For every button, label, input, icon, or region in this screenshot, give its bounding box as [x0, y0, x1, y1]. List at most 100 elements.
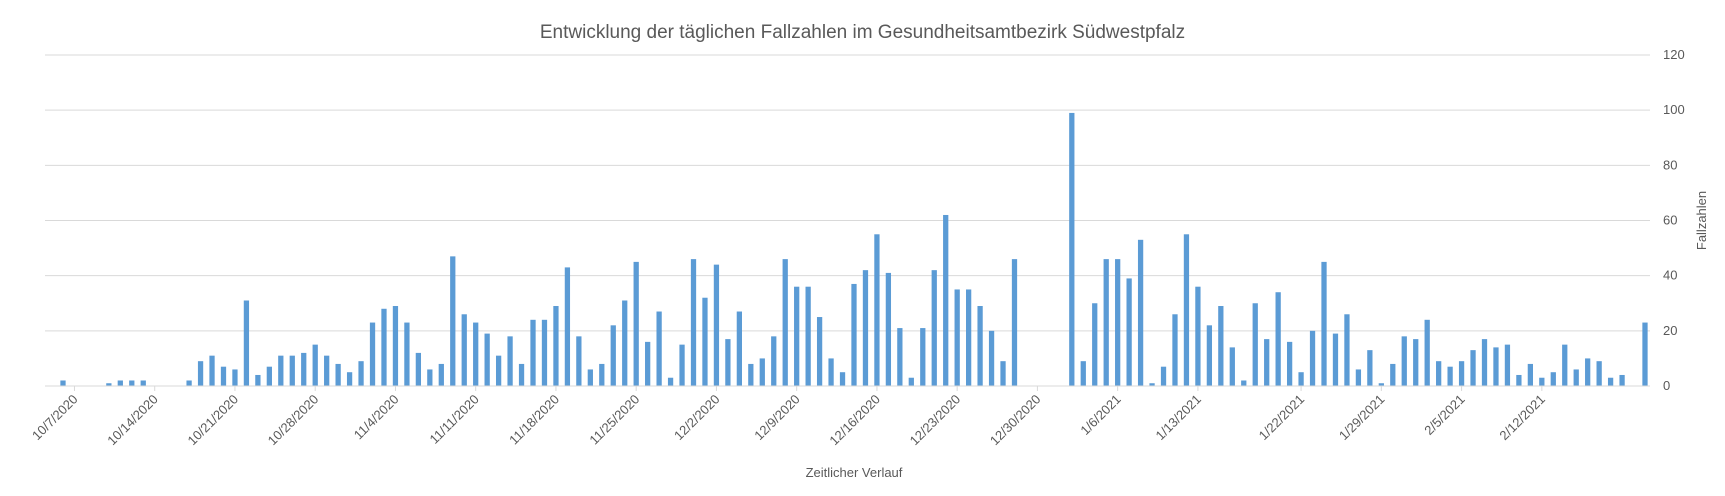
- bar: [404, 322, 410, 386]
- bar: [587, 369, 593, 386]
- bar: [255, 374, 261, 386]
- x-tick-label: 1/6/2021: [1077, 392, 1123, 438]
- bar: [576, 336, 582, 386]
- x-tick-label: 1/13/2021: [1153, 392, 1205, 444]
- bar: [874, 234, 880, 386]
- bar: [1413, 339, 1419, 386]
- bar: [1481, 339, 1488, 386]
- bar: [667, 377, 674, 386]
- bar: [495, 355, 502, 386]
- bar: [1596, 361, 1602, 386]
- bar: [1470, 350, 1476, 386]
- bar: [1585, 358, 1591, 386]
- bar: [278, 355, 284, 386]
- bar: [1241, 380, 1247, 386]
- x-tick-label: 11/18/2020: [506, 392, 562, 448]
- x-tick-label: 11/25/2020: [586, 392, 642, 448]
- x-tick-label: 10/28/2020: [265, 392, 322, 449]
- bar: [633, 261, 639, 387]
- bar: [908, 377, 914, 386]
- bar: [816, 317, 823, 386]
- bar: [324, 355, 330, 386]
- bar: [1092, 303, 1098, 386]
- x-tick-label: 2/5/2021: [1421, 392, 1467, 438]
- bar: [794, 286, 800, 386]
- bar: [392, 306, 399, 386]
- bar: [1321, 261, 1327, 387]
- bar: [736, 311, 742, 386]
- bar: [335, 363, 341, 386]
- bar: [610, 325, 616, 386]
- bar: [140, 380, 146, 386]
- bar: [473, 322, 479, 386]
- bar: [450, 256, 456, 386]
- bar: [748, 363, 754, 386]
- bar: [1183, 234, 1190, 386]
- x-tick-label: 12/30/2020: [987, 392, 1044, 449]
- bar: [1539, 377, 1545, 386]
- bar: [656, 311, 662, 386]
- bar: [312, 344, 318, 387]
- bar: [197, 361, 204, 386]
- bar: [438, 363, 444, 386]
- x-axis-title: Zeitlicher Verlauf: [806, 465, 903, 480]
- bar: [645, 341, 651, 386]
- bar: [1344, 314, 1350, 386]
- bar: [243, 300, 250, 386]
- bar: [346, 372, 353, 386]
- bar: [1378, 383, 1384, 386]
- bar: [1160, 366, 1167, 386]
- bar: [1493, 347, 1499, 386]
- bar: [1103, 259, 1109, 386]
- x-tick-label: 10/21/2020: [184, 392, 241, 449]
- bar: [1309, 330, 1316, 386]
- bar: [60, 380, 66, 386]
- bar: [1516, 374, 1522, 386]
- bar: [943, 214, 949, 386]
- chart-title: Entwicklung der täglichen Fallzahlen im …: [539, 22, 1186, 43]
- bar: [1401, 336, 1407, 386]
- bar: [897, 328, 903, 386]
- bar: [266, 366, 272, 386]
- x-tick-label: 1/22/2021: [1256, 392, 1308, 444]
- x-tick-label: 10/14/2020: [104, 392, 161, 449]
- bar: [106, 383, 112, 386]
- bar: [507, 336, 513, 386]
- bar: [966, 289, 972, 386]
- bar: [1642, 322, 1648, 386]
- bar: [622, 300, 628, 386]
- bar: [301, 352, 307, 386]
- y-tick-label: 20: [1663, 323, 1677, 338]
- bar: [1080, 361, 1086, 386]
- bar: [232, 369, 238, 386]
- bar: [782, 259, 788, 386]
- bar: [885, 272, 892, 386]
- x-axis-ticks: 10/7/2020 10/14/2020 10/21/2020 10/28/2020 1…: [29, 386, 1548, 448]
- x-tick-label: 12/9/2020: [751, 392, 803, 444]
- bar: [771, 336, 777, 386]
- x-tick-label: 12/16/2020: [826, 392, 883, 449]
- bar: [1286, 341, 1293, 386]
- x-tick-label: 11/4/2020: [351, 392, 402, 443]
- bar: [828, 358, 834, 386]
- bar: [1607, 377, 1614, 386]
- bar: [1069, 112, 1075, 387]
- bar: [415, 352, 422, 386]
- bar: [1436, 361, 1442, 386]
- bar: [954, 289, 960, 386]
- bar: [1504, 344, 1511, 387]
- bar: [1137, 239, 1144, 386]
- bar: [1390, 363, 1396, 386]
- bar: [1275, 292, 1281, 386]
- bar: [1619, 374, 1625, 386]
- bar: [1195, 286, 1201, 386]
- bar: [117, 380, 123, 386]
- bar: [1458, 361, 1465, 386]
- y-tick-label: 0: [1663, 378, 1670, 393]
- bar: [518, 363, 525, 386]
- y-tick-label: 120: [1663, 47, 1685, 62]
- y-axis-ticks: 0 20 40 60 80 100 120: [1663, 47, 1685, 393]
- bar: [129, 380, 135, 386]
- bars: [60, 112, 1648, 387]
